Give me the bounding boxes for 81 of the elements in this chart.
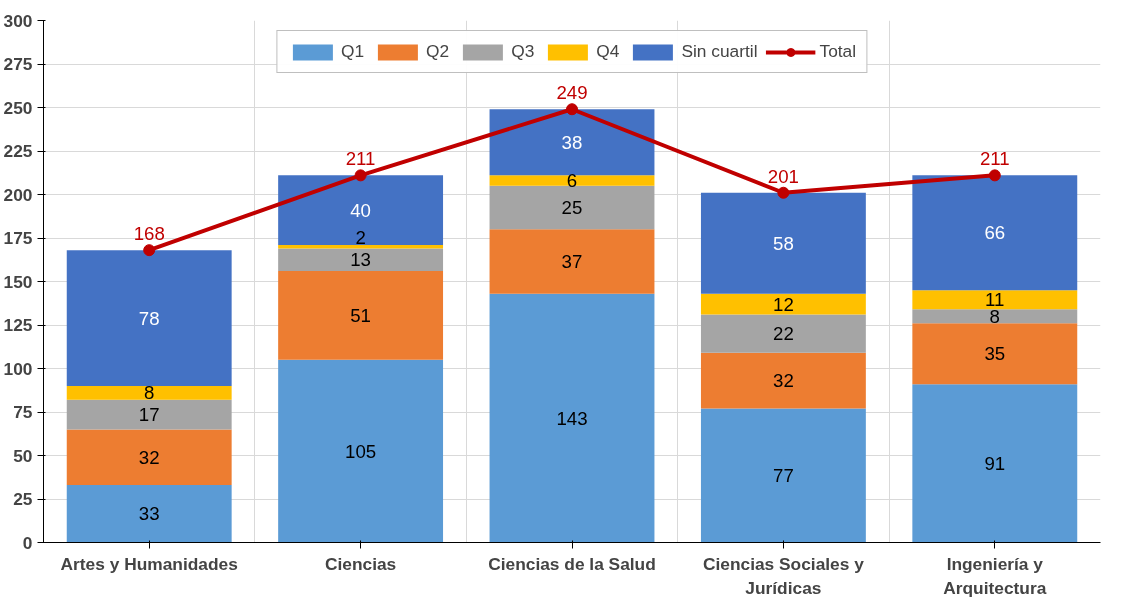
- legend-label: Q3: [511, 41, 535, 62]
- y-tick-label: 175: [3, 228, 33, 248]
- legend-label: Q2: [426, 41, 450, 62]
- data-label: 8: [144, 382, 155, 404]
- data-label: 12: [773, 293, 794, 315]
- data-label: 51: [350, 304, 371, 326]
- y-tick-label: 50: [13, 445, 33, 466]
- y-tick-label: 300: [3, 10, 33, 31]
- bar: [912, 323, 1078, 385]
- data-label: 22: [773, 323, 794, 345]
- legend-label: Sin cuartil: [681, 41, 758, 62]
- legend-label: Total: [819, 41, 857, 62]
- data-label: 58: [773, 232, 794, 254]
- y-tick-label: 275: [3, 54, 33, 74]
- y-tick-label: 75: [13, 402, 33, 422]
- y-tick-label: 125: [3, 315, 33, 335]
- x-tick-label: Ciencias: [324, 553, 397, 574]
- data-label: 2: [355, 226, 366, 248]
- data-label: 249: [556, 82, 588, 104]
- data-label: 201: [767, 165, 799, 187]
- data-label: 78: [138, 307, 160, 329]
- y-tick-label: 150: [3, 271, 33, 292]
- y-tick-label: 25: [13, 489, 33, 509]
- data-label: 168: [133, 223, 165, 245]
- data-label: 33: [138, 503, 160, 525]
- y-tick-label: 225: [3, 141, 33, 161]
- bar: [700, 293, 866, 315]
- bar: [66, 485, 232, 543]
- y-tick-label: 200: [3, 184, 33, 205]
- bar: [66, 429, 232, 486]
- bar: [912, 175, 1078, 291]
- bar: [66, 385, 232, 400]
- legend-label: Q1: [340, 41, 365, 62]
- data-label: 40: [350, 199, 371, 221]
- bar: [66, 399, 232, 430]
- point: [143, 244, 156, 257]
- data-label: 6: [566, 170, 578, 192]
- data-label: 13: [350, 249, 371, 271]
- bar: [700, 352, 866, 409]
- data-label: 211: [979, 148, 1010, 170]
- bar: [66, 250, 232, 386]
- bar: [700, 408, 866, 543]
- bar: [912, 309, 1078, 324]
- bar: [489, 229, 655, 294]
- data-label: 211: [345, 148, 376, 170]
- data-label: 32: [773, 370, 794, 392]
- data-label: 32: [138, 446, 160, 468]
- data-label: 38: [561, 131, 583, 153]
- x-tick-label: Artes y Humanidades: [60, 553, 238, 574]
- bar: [489, 109, 655, 176]
- point: [354, 169, 367, 182]
- data-label: 35: [984, 343, 1006, 365]
- bar: [912, 384, 1078, 543]
- bar: [278, 248, 444, 272]
- data-label: 37: [561, 250, 583, 272]
- point: [988, 169, 1001, 182]
- bar: [278, 359, 444, 543]
- point: [566, 103, 578, 116]
- data-label: 66: [984, 222, 1006, 244]
- y-tick-label: 100: [3, 358, 33, 379]
- data-label: 143: [556, 407, 588, 429]
- bar: [278, 271, 444, 360]
- y-tick-label: 250: [3, 97, 33, 118]
- y-tick-label: 0: [22, 532, 33, 553]
- data-label: 77: [773, 465, 794, 487]
- data-label: 105: [345, 440, 377, 462]
- x-tick-label: Ciencias Sociales y Jurídicas: [702, 553, 865, 598]
- x-tick-label: Ingeniería y Arquitectura: [943, 553, 1047, 598]
- legend-label: Q4: [596, 41, 620, 62]
- data-label: 91: [984, 452, 1006, 474]
- data-label: 17: [138, 404, 160, 426]
- data-label: 25: [561, 197, 583, 219]
- x-tick-label: Ciencias de la Salud: [488, 553, 656, 574]
- bar: [489, 185, 655, 230]
- bar: [912, 290, 1078, 310]
- bar: [489, 175, 655, 186]
- point: [777, 186, 790, 199]
- bar: [489, 293, 655, 543]
- bar: [278, 175, 444, 245]
- bar: [700, 192, 866, 294]
- bar: [700, 314, 866, 353]
